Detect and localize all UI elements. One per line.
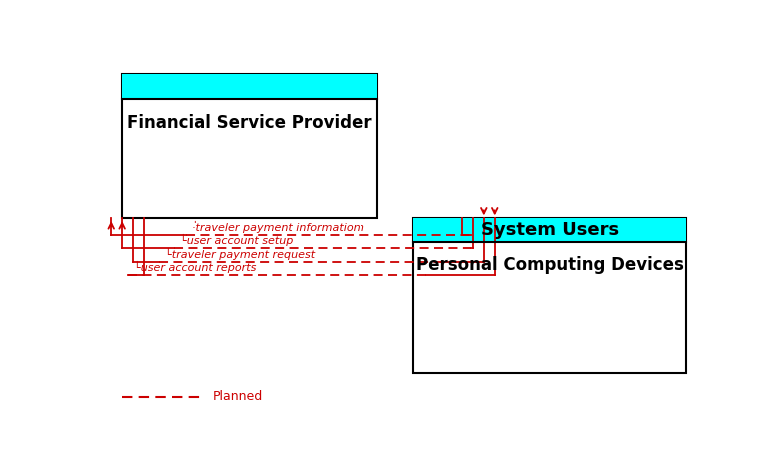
Bar <box>122 74 377 99</box>
Bar <box>413 218 687 373</box>
Text: └traveler payment request: └traveler payment request <box>164 248 315 260</box>
Text: └traveler payment information: └traveler payment information <box>192 221 364 233</box>
Text: ·traveler payment information: ·traveler payment information <box>192 223 360 233</box>
Text: └user account reports: └user account reports <box>135 262 257 273</box>
Text: System Users: System Users <box>481 221 619 239</box>
Text: Financial Service Provider: Financial Service Provider <box>128 114 372 132</box>
Bar <box>122 74 377 218</box>
Text: └user account setup: └user account setup <box>180 234 293 246</box>
Text: Personal Computing Devices: Personal Computing Devices <box>416 256 684 274</box>
Bar <box>413 218 687 242</box>
Text: Planned: Planned <box>213 390 263 403</box>
